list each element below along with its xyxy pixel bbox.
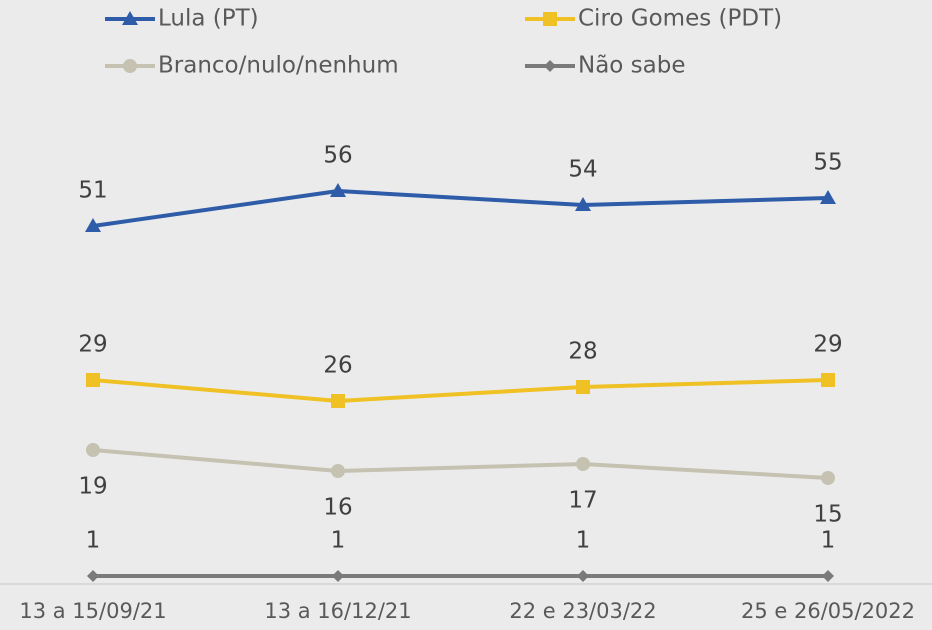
x-tick-label: 13 a 16/12/21 (264, 599, 411, 623)
value-label: 1 (86, 528, 101, 554)
value-label: 26 (323, 353, 352, 379)
legend-marker (544, 60, 556, 72)
series-line (92, 378, 829, 403)
value-label: 54 (568, 157, 597, 183)
data-point (85, 218, 101, 232)
data-point (331, 394, 345, 408)
legend-marker (122, 11, 138, 25)
data-point (87, 570, 99, 582)
value-label: 19 (78, 474, 107, 500)
legend-text: Ciro Gomes (PDT) (578, 6, 782, 32)
legend-text: Lula (PT) (158, 6, 259, 32)
data-point (821, 373, 835, 387)
legend-marker (123, 59, 137, 73)
legend-text: Branco/nulo/nenhum (158, 53, 399, 79)
data-point (86, 373, 100, 387)
value-label: 29 (78, 332, 107, 358)
value-label: 28 (568, 339, 597, 365)
data-point (821, 471, 835, 485)
legend-text: Não sabe (578, 53, 686, 79)
value-label: 16 (323, 495, 352, 521)
data-point (576, 457, 590, 471)
data-point (86, 443, 100, 457)
value-label: 15 (813, 502, 842, 528)
value-label: 17 (568, 488, 597, 514)
x-tick-label: 22 e 23/03/22 (509, 599, 656, 623)
data-point (822, 570, 834, 582)
series-line (92, 448, 829, 480)
data-point (576, 380, 590, 394)
value-label: 1 (331, 528, 346, 554)
value-label: 51 (78, 178, 107, 204)
series-line (92, 189, 829, 228)
value-label: 29 (813, 332, 842, 358)
x-tick-label: 25 e 26/05/2022 (741, 599, 915, 623)
legend-marker (543, 12, 557, 26)
value-label: 56 (323, 143, 352, 169)
data-point (330, 183, 346, 197)
value-label: 55 (813, 150, 842, 176)
data-point (820, 190, 836, 204)
data-point (332, 570, 344, 582)
data-point (575, 197, 591, 211)
data-point (331, 464, 345, 478)
value-label: 1 (821, 528, 836, 554)
x-tick-label: 13 a 15/09/21 (19, 599, 166, 623)
value-label: 1 (576, 528, 591, 554)
data-point (577, 570, 589, 582)
